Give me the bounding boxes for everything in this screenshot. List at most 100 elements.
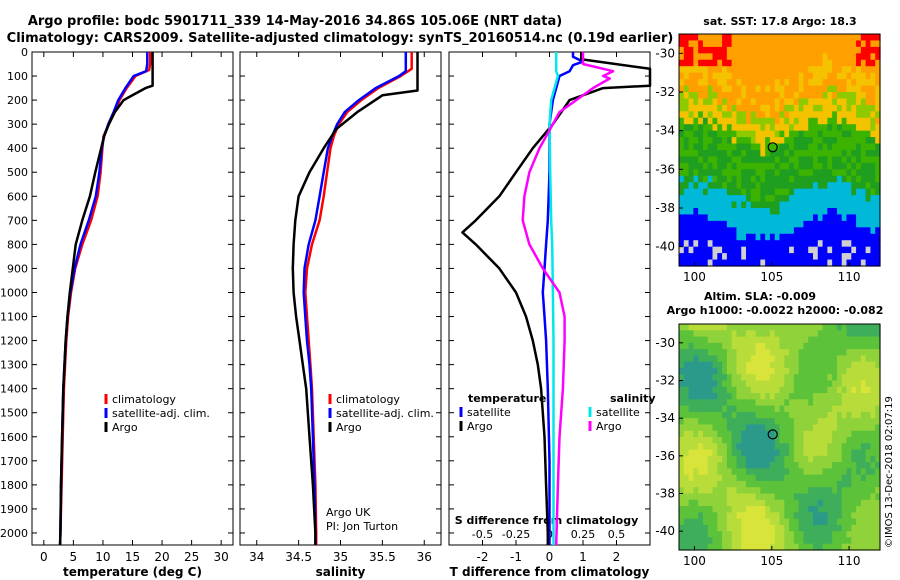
sla_map-cell (688, 430, 694, 438)
sla_map-cell (693, 380, 699, 388)
sla_map-cell (741, 418, 747, 426)
sla_map-cell (722, 462, 728, 469)
sst_map-cell (688, 259, 694, 267)
sla_map-cell (860, 393, 867, 400)
sla_map-cell (803, 374, 809, 382)
sst_map-cell (698, 34, 704, 42)
sla_map-cell (688, 449, 694, 457)
sla_map-cell (836, 386, 843, 394)
sla_map-cell (746, 361, 752, 369)
sst_map-cell (707, 104, 714, 112)
legend-label: Argo (596, 420, 622, 433)
sla_map-cell (765, 355, 771, 363)
sst_map-cell (832, 246, 838, 254)
sla_map-cell (717, 455, 723, 463)
sla_map-cell (722, 437, 728, 444)
sla_map-cell (688, 424, 694, 432)
sla_map-cell (698, 524, 704, 532)
sla_map-cell (683, 462, 690, 469)
sst_map-cell (722, 111, 728, 119)
sst_map-cell (827, 162, 833, 170)
sst_map-cell (822, 137, 828, 145)
sla_map-cell (813, 430, 819, 438)
sst_map-cell (746, 175, 752, 183)
sst_map-cell (846, 195, 852, 203)
sst_map-cell (750, 259, 757, 267)
sst_map-cell (736, 227, 742, 235)
sst_map-cell (765, 130, 771, 138)
sla_map-cell (683, 468, 690, 476)
sla_map-cell (769, 411, 776, 419)
sla_map-cell (851, 405, 857, 413)
sst_map-cell (865, 34, 872, 42)
sla_map-cell (822, 518, 828, 526)
sst_map-cell (679, 53, 685, 61)
sst_map-cell (679, 220, 685, 228)
sla_map-cell (683, 543, 690, 551)
sla_map-cell (827, 355, 833, 363)
sla_map-cell (707, 430, 714, 438)
sst_map-cell (741, 175, 747, 183)
sst_map-cell (793, 137, 800, 145)
sst_map-cell (832, 259, 838, 267)
sla_map-cell (856, 430, 862, 438)
sla_map-cell (698, 487, 704, 495)
sla_map-cell (712, 430, 718, 438)
sla_map-cell (813, 355, 819, 363)
sla_map-cell (856, 380, 862, 388)
sst_map-cell (722, 182, 728, 190)
sst_map-cell (798, 214, 805, 222)
sla_map-cell (822, 455, 828, 463)
sst_map-cell (741, 46, 747, 54)
sla_map-cell (731, 336, 738, 344)
sla_map-cell (755, 405, 761, 413)
sst_map-cell (803, 40, 809, 48)
depth-tick-label: 800 (7, 238, 28, 251)
sla_map-cell (803, 399, 809, 407)
sla_map-cell (817, 361, 824, 369)
sst_map-cell (746, 259, 752, 267)
sla_map-cell (750, 524, 757, 532)
sst_map-cell (698, 220, 704, 228)
sla_map-cell (746, 399, 752, 407)
sla_map-cell (722, 393, 728, 400)
sst_map-cell (846, 201, 852, 209)
sla_map-cell (793, 468, 800, 476)
sla_map-cell (741, 474, 747, 482)
sla_map-cell (808, 367, 814, 375)
sst_map-cell (736, 214, 742, 222)
sla_map-cell (683, 443, 690, 451)
sla_map-cell (679, 487, 685, 495)
sst_map-cell (726, 124, 733, 132)
sst_map-cell (755, 253, 761, 261)
sla_map-cell (784, 361, 790, 369)
sst_map-cell (808, 66, 814, 74)
sst_map-cell (789, 182, 795, 190)
sla_map-cell (784, 518, 790, 526)
sst_map-cell (741, 169, 747, 177)
sst_map-cell (846, 233, 852, 241)
sst_map-cell (860, 98, 867, 106)
sla_map-cell (789, 367, 795, 375)
depth-tick-label: 200 (7, 94, 28, 107)
sla_map-cell (702, 342, 709, 350)
sst_map-cell (731, 150, 738, 158)
sla_map-cell (702, 524, 709, 532)
sla_map-cell (774, 480, 781, 488)
sla_map-cell (688, 349, 694, 356)
sla_map-cell (875, 518, 881, 526)
sla_map-cell (707, 543, 714, 551)
sst_map-cell (707, 34, 714, 42)
sla_map-cell (707, 480, 714, 488)
sst_map-cell (817, 188, 824, 196)
sst_map-cell (779, 72, 785, 80)
sst_map-cell (870, 182, 876, 190)
sla_map-cell (808, 474, 814, 482)
sla_map-cell (822, 462, 828, 469)
sla_map-cell (736, 543, 742, 551)
sst_map-cell (817, 220, 824, 228)
sla_map-cell (875, 430, 881, 438)
sst_map-cell (875, 117, 881, 125)
sst_map-cell (750, 117, 757, 125)
sst_map-cell (789, 156, 795, 164)
